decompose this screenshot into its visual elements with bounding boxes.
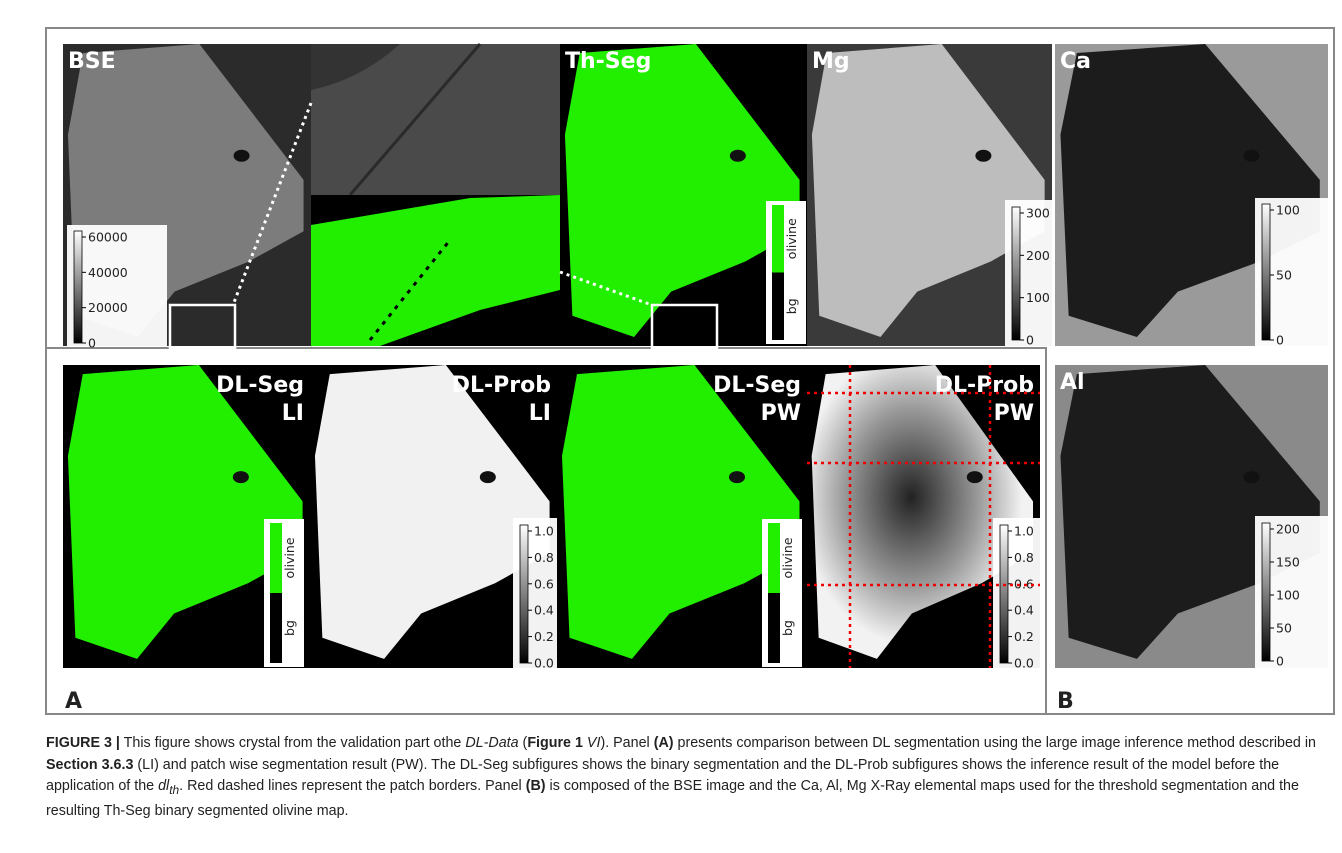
image-label: DL-Prob — [452, 373, 551, 398]
image-label: DL-Seg — [713, 373, 801, 398]
colorbar-label: olivine — [780, 537, 795, 578]
caption-text: ). Panel — [600, 735, 653, 751]
colorbar — [1262, 523, 1270, 661]
caption-text: This figure shows crystal from the valid… — [120, 735, 465, 751]
inclusion — [480, 471, 496, 483]
colorbar — [768, 593, 780, 663]
image-label: PW — [761, 401, 801, 426]
colorbar-label: bg — [780, 620, 795, 636]
panel-label: B — [1057, 689, 1074, 714]
image-label: Th-Seg — [565, 49, 651, 74]
colorbar-label: 150 — [1276, 555, 1300, 570]
colorbar — [1262, 204, 1270, 340]
image-label: Al — [1060, 370, 1085, 395]
colorbar — [772, 205, 784, 273]
colorbar-label: olivine — [282, 537, 297, 578]
caption-text: . Red dashed lines represent the patch b… — [179, 778, 526, 794]
image-label: DL-Seg — [216, 373, 304, 398]
colorbar-label: 0 — [1026, 333, 1034, 348]
colorbar-label: 0.0 — [1014, 656, 1034, 671]
image-label: LI — [282, 401, 304, 426]
colorbar — [772, 273, 784, 341]
image-label: Mg — [812, 49, 850, 74]
caption-text: dl — [158, 778, 169, 794]
colorbar-label: 0.2 — [534, 629, 554, 644]
colorbar-label: 0.4 — [1014, 603, 1034, 618]
caption-text: (A) — [654, 735, 674, 751]
panel-label: A — [65, 689, 82, 714]
colorbar-label: 0.8 — [1014, 550, 1034, 565]
inclusion — [234, 150, 250, 162]
colorbar — [270, 523, 282, 593]
inclusion — [1244, 150, 1260, 162]
image-label: PW — [994, 401, 1034, 426]
colorbar-label: 0.0 — [534, 656, 554, 671]
inclusion — [967, 471, 983, 483]
image-label: LI — [529, 401, 551, 426]
caption-text: DL-Data — [465, 735, 518, 751]
caption-text: ( — [519, 735, 528, 751]
colorbar-label: 40000 — [88, 265, 128, 280]
colorbar-label: 100 — [1026, 290, 1050, 305]
colorbar-label: 0.6 — [1014, 576, 1034, 591]
colorbar-label: 0 — [1276, 654, 1284, 669]
colorbar — [520, 525, 528, 663]
figure: BSE6000040000200000Th-SegolivinebgMg3002… — [0, 0, 1342, 725]
colorbar-label: bg — [784, 298, 799, 314]
inclusion — [730, 150, 746, 162]
colorbar-label: 1.0 — [534, 524, 554, 539]
colorbar-label: 50 — [1276, 268, 1292, 283]
page: {"figure": { "panels": [ {"label": ["BSE… — [0, 0, 1342, 853]
colorbar-label: 50 — [1276, 621, 1292, 636]
colorbar-label: bg — [282, 620, 297, 636]
colorbar — [74, 231, 82, 343]
colorbar-label: 0 — [1276, 333, 1284, 348]
colorbar-label: 1.0 — [1014, 524, 1034, 539]
colorbar-label: 60000 — [88, 230, 128, 245]
zoom-inset — [311, 44, 560, 346]
image-label: BSE — [68, 49, 116, 74]
colorbar-label: 300 — [1026, 206, 1050, 221]
colorbar-label: 0.6 — [534, 576, 554, 591]
colorbar-label: olivine — [784, 218, 799, 259]
colorbar-label: 20000 — [88, 300, 128, 315]
caption-text: Section 3.6.3 — [46, 757, 133, 773]
colorbar-label: 0.2 — [1014, 629, 1034, 644]
caption-text: th — [169, 783, 179, 797]
inclusion — [729, 471, 745, 483]
colorbar-label: 200 — [1276, 522, 1300, 537]
colorbar — [270, 593, 282, 663]
inclusion — [975, 150, 991, 162]
colorbar — [768, 523, 780, 593]
image-label: Ca — [1060, 49, 1091, 74]
caption: FIGURE 3 | This figure shows crystal fro… — [46, 733, 1336, 823]
caption-text: VI — [587, 735, 601, 751]
caption-text: FIGURE 3 | — [46, 735, 120, 751]
colorbar-box — [513, 518, 557, 668]
colorbar-label: 200 — [1026, 248, 1050, 263]
colorbar — [1012, 207, 1020, 340]
colorbar-label: 100 — [1276, 203, 1300, 218]
caption-text: (B) — [526, 778, 546, 794]
colorbar-label: 0.8 — [534, 550, 554, 565]
inclusion — [1244, 471, 1260, 483]
colorbar-label: 100 — [1276, 588, 1300, 603]
colorbar-label: 0 — [88, 336, 96, 351]
caption-text: presents comparison between DL segmentat… — [674, 735, 1316, 751]
colorbar-label: 0.4 — [534, 603, 554, 618]
caption-text: Figure 1 — [527, 735, 583, 751]
inclusion — [233, 471, 249, 483]
colorbar — [1000, 525, 1008, 663]
